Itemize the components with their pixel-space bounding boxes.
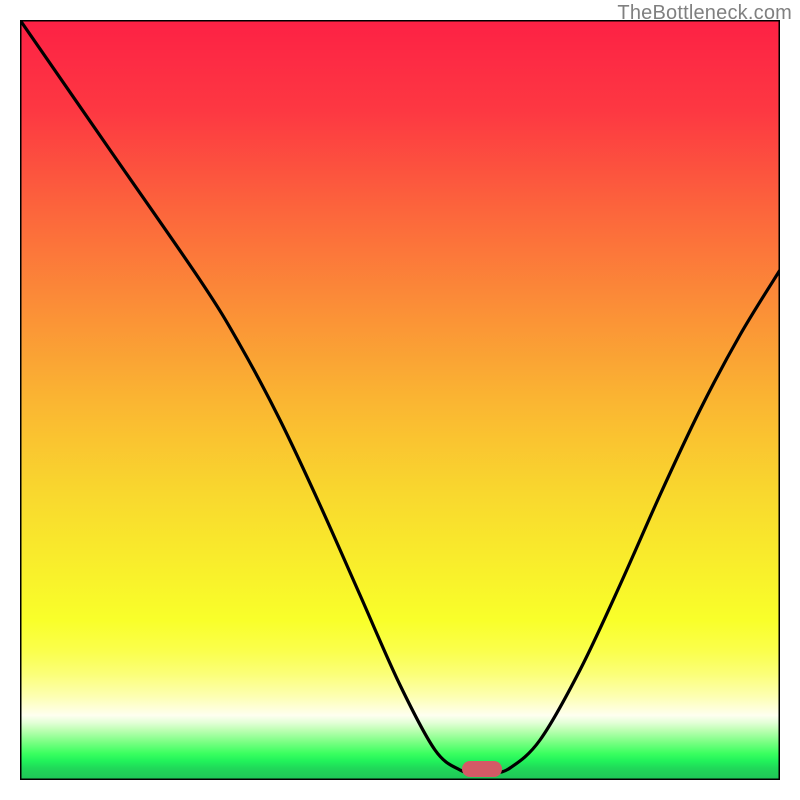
optimal-marker [462,761,502,777]
gradient-background [20,20,780,780]
chart-svg [20,20,780,780]
plot-area [20,20,780,780]
chart-container: TheBottleneck.com [0,0,800,800]
